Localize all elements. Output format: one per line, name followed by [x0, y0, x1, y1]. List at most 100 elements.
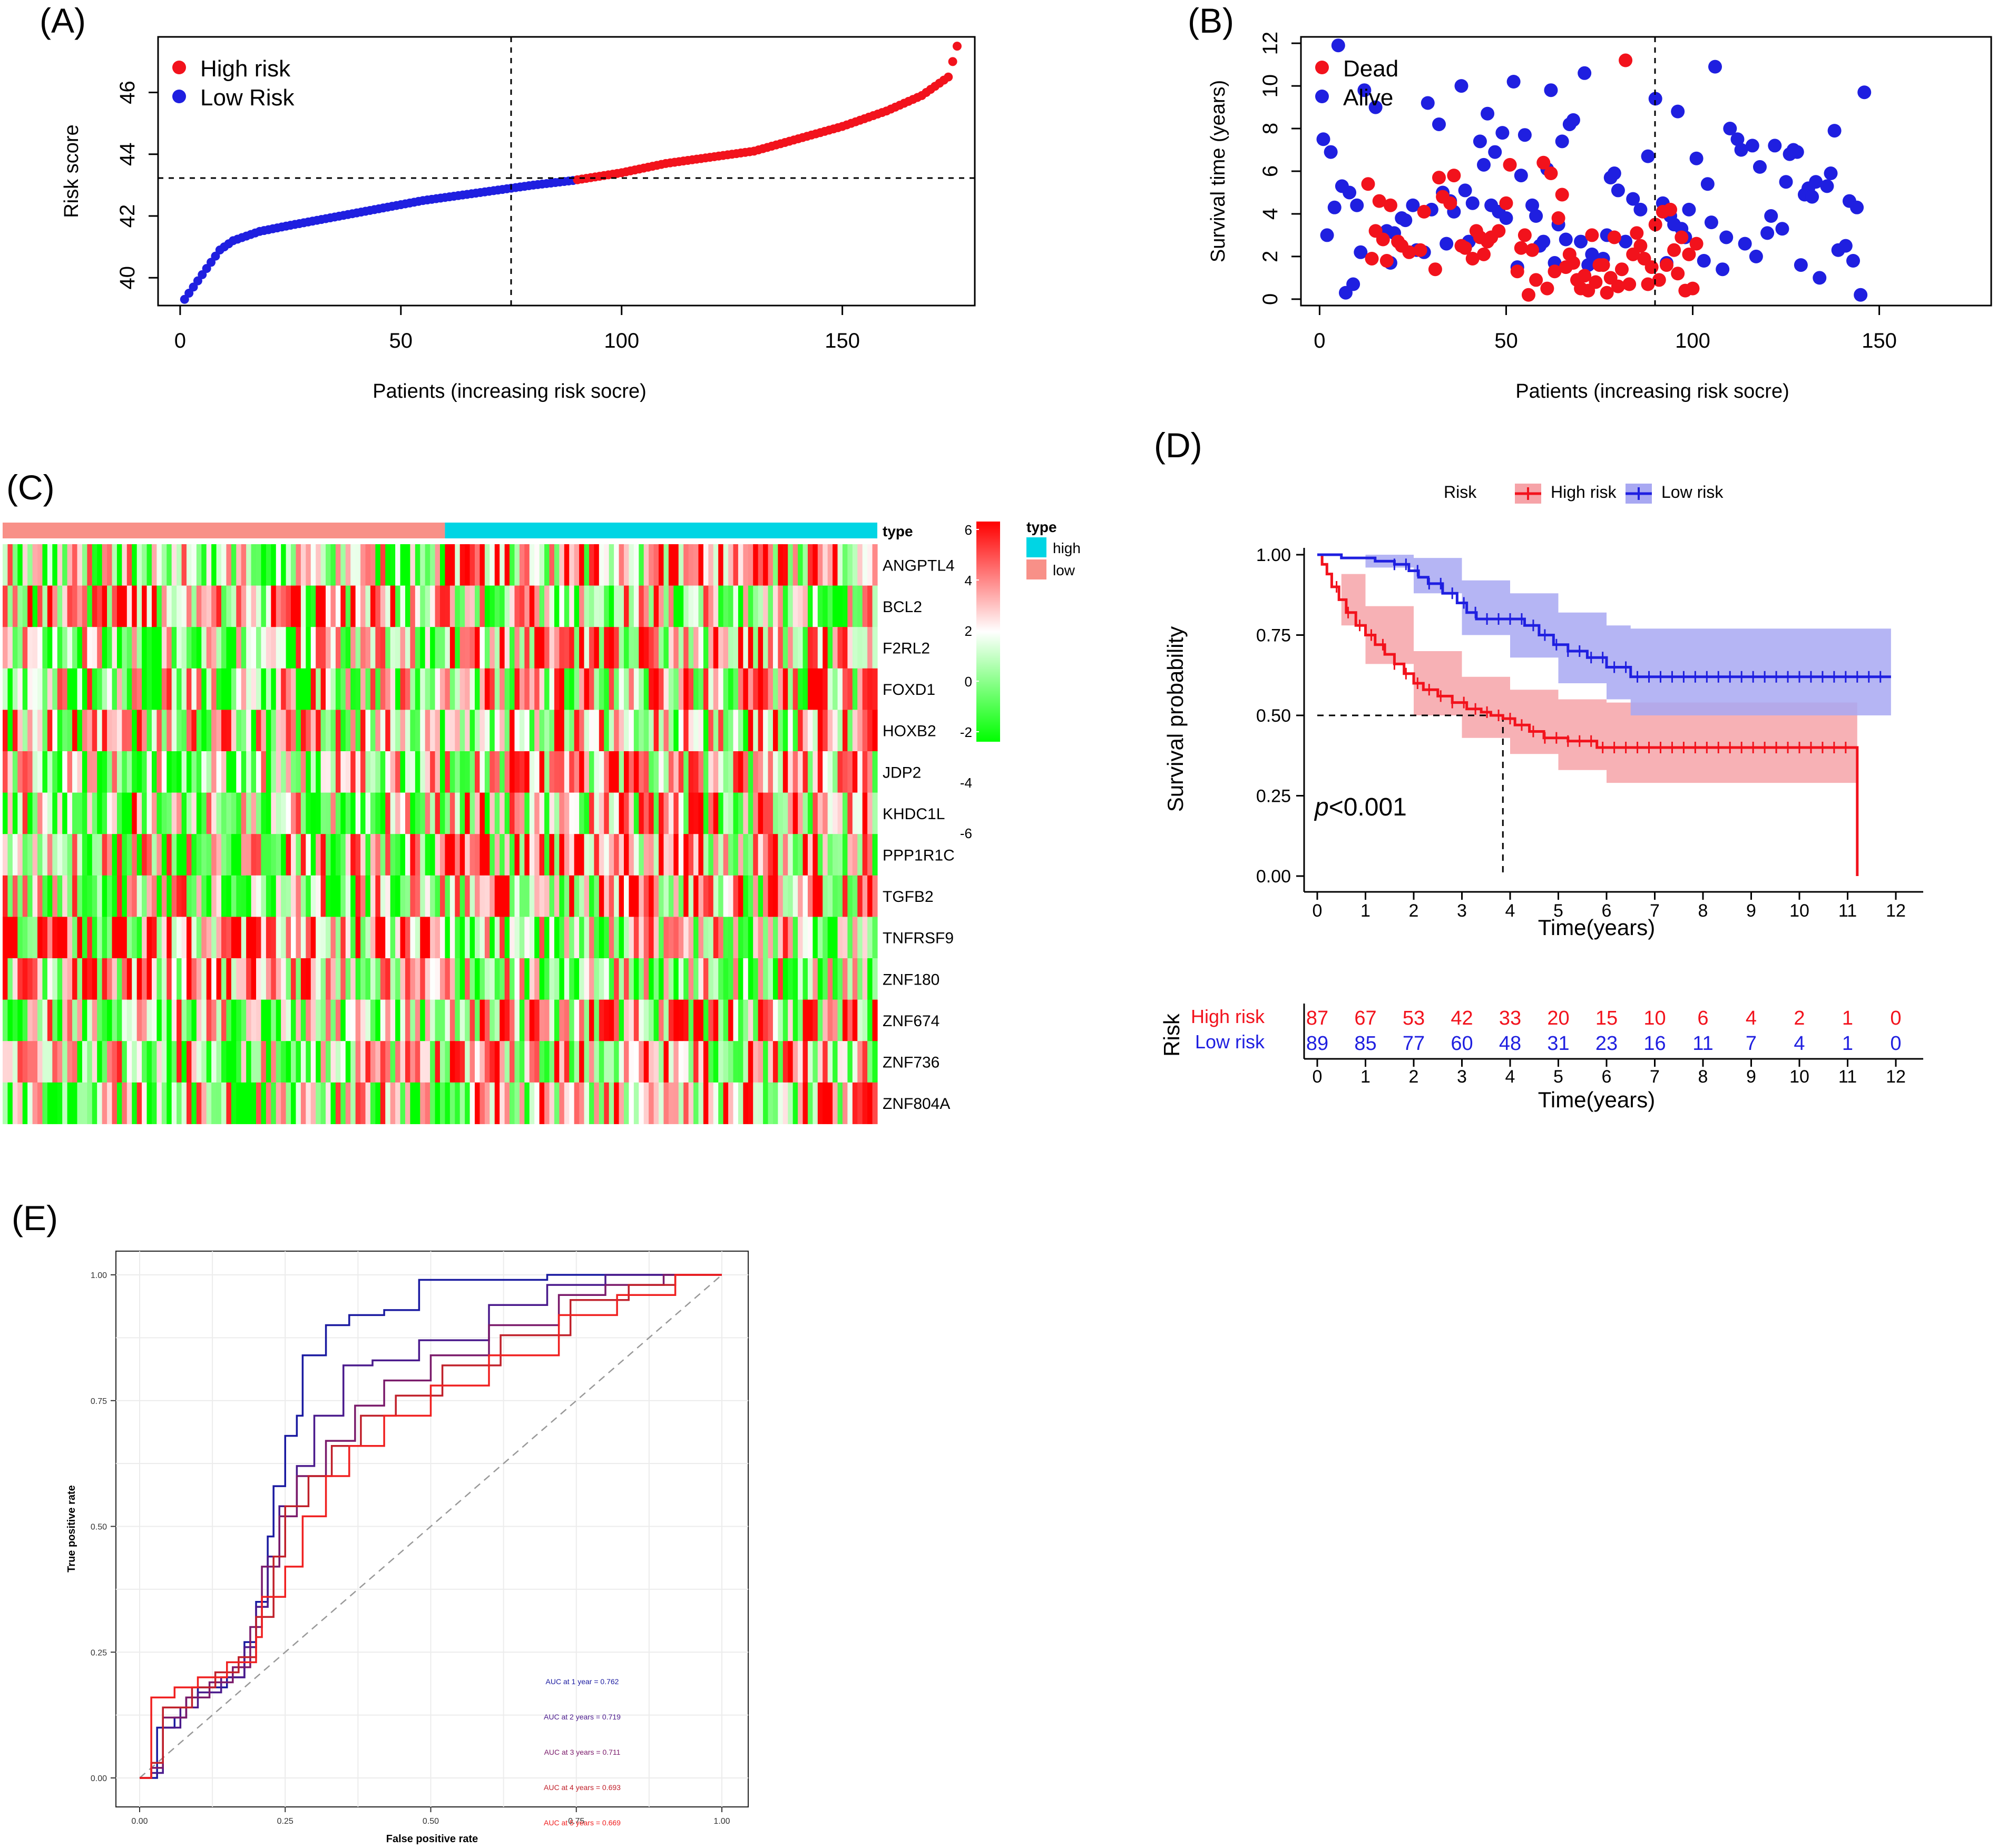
heatmap-cell [847, 544, 853, 586]
heatmap-cell [688, 585, 694, 627]
heatmap-cell [186, 999, 192, 1041]
heatmap-cell [261, 917, 267, 959]
heatmap-cell [231, 834, 237, 876]
heatmap-cell [510, 585, 515, 627]
heatmap-cell [589, 792, 594, 834]
heatmap-cell [584, 1082, 590, 1124]
heatmap-cell [82, 1041, 87, 1083]
panel-e-roc-curves: (E) 0.00 0.25 0.50 0.75 1.000.000.250.500.75… [12, 1198, 749, 1845]
alive-point [1790, 145, 1804, 159]
gene-label: KHDC1L [883, 805, 945, 823]
heatmap-cell [221, 917, 227, 959]
heatmap-cell [639, 792, 644, 834]
heatmap-cell [42, 958, 48, 1000]
heatmap-cell [271, 917, 277, 959]
heatmap-cell [494, 958, 500, 1000]
heatmap-cell [728, 751, 734, 793]
heatmap-cell [27, 1041, 33, 1083]
heatmap-cell [723, 792, 729, 834]
heatmap-cell [82, 792, 87, 834]
low-risk-point [211, 251, 220, 261]
heatmap-cell [72, 585, 78, 627]
heatmap-cell [500, 958, 505, 1000]
b-x-tick-label: 150 [1862, 329, 1897, 352]
heatmap-cell [459, 668, 465, 710]
heatmap-cell [385, 999, 391, 1041]
heatmap-cell [142, 751, 148, 793]
km-x-tick-label: 7 [1650, 901, 1660, 921]
heatmap-cell [375, 792, 381, 834]
heatmap-cell [122, 1082, 128, 1124]
gene-label: BCL2 [883, 598, 922, 616]
heatmap-cell [534, 958, 540, 1000]
heatmap-cell [668, 792, 674, 834]
heatmap-cell [191, 627, 197, 669]
heatmap-cell [320, 751, 326, 793]
heatmap-cell [102, 1041, 107, 1083]
heatmap-cell [459, 1082, 465, 1124]
heatmap-cell [261, 710, 267, 752]
heatmap-cell [291, 710, 297, 752]
heatmap-cell [629, 999, 634, 1041]
heatmap-cell [524, 544, 530, 586]
heatmap-cell [251, 999, 257, 1041]
heatmap-cell [837, 792, 843, 834]
heatmap-cell [161, 958, 167, 1000]
heatmap-cell [221, 999, 227, 1041]
heatmap-cell [673, 668, 679, 710]
heatmap-cell [544, 999, 550, 1041]
heatmap-cell [345, 751, 351, 793]
heatmap-cell [554, 958, 560, 1000]
heatmap-cell [415, 834, 420, 876]
heatmap-cell [425, 792, 430, 834]
heatmap-cell [146, 958, 152, 1000]
heatmap-cell [778, 1041, 784, 1083]
heatmap-cell [459, 1041, 465, 1083]
heatmap-cell [360, 751, 366, 793]
heatmap-cell [395, 585, 401, 627]
heatmap-cell [479, 585, 485, 627]
heatmap-cell [524, 792, 530, 834]
heatmap-cell [440, 917, 446, 959]
heatmap-cell [837, 1082, 843, 1124]
heatmap-cell [445, 1082, 451, 1124]
heatmap-cell [142, 710, 148, 752]
km-x-tick-label: 4 [1505, 901, 1515, 921]
heatmap-cell [17, 834, 23, 876]
heatmap-cell [296, 585, 301, 627]
heatmap-cell [142, 875, 148, 917]
heatmap-cell [469, 585, 475, 627]
heatmap-cell [663, 627, 669, 669]
heatmap-cell [410, 958, 416, 1000]
heatmap-cell [340, 668, 346, 710]
heatmap-cell [221, 875, 227, 917]
heatmap-cell [579, 627, 585, 669]
heatmap-cell [798, 917, 804, 959]
heatmap-cell [639, 544, 644, 586]
heatmap-cell [663, 917, 669, 959]
heatmap-cell [310, 875, 316, 917]
heatmap-cell [549, 751, 555, 793]
heatmap-cell [405, 627, 411, 669]
heatmap-cell [867, 544, 873, 586]
heatmap-cell [395, 751, 401, 793]
heatmap-cell [817, 917, 823, 959]
heatmap-cell [623, 668, 630, 710]
heatmap-cell [271, 1041, 277, 1083]
heatmap-cell [847, 1082, 853, 1124]
heatmap-cell [136, 958, 142, 1000]
scale-tick-label: -4 [960, 775, 972, 791]
heatmap-cell [579, 834, 585, 876]
heatmap-cell [823, 958, 828, 1000]
heatmap-cell [355, 958, 361, 1000]
alive-point [1316, 132, 1330, 146]
heatmap-cell [788, 875, 794, 917]
heatmap-cell [639, 751, 644, 793]
heatmap-cell [67, 710, 73, 752]
heatmap-cell [510, 917, 515, 959]
heatmap-cell [430, 627, 436, 669]
heatmap-cell [355, 834, 361, 876]
heatmap-cell [231, 917, 237, 959]
heatmap-cell [281, 585, 287, 627]
heatmap-cell [673, 834, 679, 876]
